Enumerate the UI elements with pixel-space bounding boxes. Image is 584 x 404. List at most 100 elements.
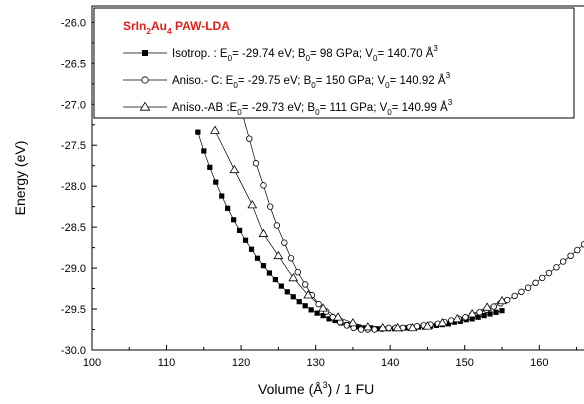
data-point-series-2 <box>574 246 581 254</box>
axis-ticks: 100 110 120 130 140 150 160 -30.0 -29.5 -29.0 -28.… <box>61 17 578 369</box>
legend-text-part: 0 <box>237 108 242 117</box>
legend-text-part: 0 <box>311 81 316 90</box>
data-point-series-1 <box>278 283 284 289</box>
legend-text-part: = 140.92 Å <box>390 74 446 87</box>
data-point-series-1 <box>195 129 201 135</box>
data-point-series-3 <box>273 250 284 260</box>
legend-text-part: Isotrop. : E <box>172 48 228 60</box>
data-point-series-2 <box>385 324 392 332</box>
legend-text-part: 3 <box>446 71 451 80</box>
x-tick-label: 100 <box>83 357 101 369</box>
data-point-series-3 <box>422 321 433 330</box>
data-point-series-3 <box>392 322 403 332</box>
legend-label-series-1: Isotrop. : E0= -29.74 eV; B0= 98 GPa; V0… <box>172 44 438 63</box>
y-tick-label: -27.0 <box>61 99 86 111</box>
fit-curve-series-3 <box>214 130 503 329</box>
data-point-series-3 <box>377 322 388 332</box>
data-point-series-1 <box>493 309 499 315</box>
legend-text-part: 3 <box>448 98 453 107</box>
data-points <box>195 108 584 333</box>
data-point-series-3 <box>210 125 220 134</box>
legend-text-part: Aniso.- C: E <box>172 75 234 87</box>
x-tick-label: 140 <box>381 357 399 369</box>
data-point-series-1 <box>320 313 326 319</box>
y-tick-label: -26.0 <box>61 17 86 29</box>
data-point-series-2 <box>567 252 574 260</box>
data-point-series-2 <box>476 309 483 316</box>
data-point-series-1 <box>326 316 332 322</box>
legend-box <box>93 7 575 119</box>
data-point-series-2 <box>260 182 267 189</box>
y-axis-title: Energy (eV) <box>12 141 28 216</box>
data-point-series-2 <box>281 239 288 246</box>
data-point-series-2 <box>553 264 560 271</box>
y-tick-label: -27.5 <box>61 140 86 152</box>
data-point-series-1 <box>314 310 320 316</box>
legend-text-part: 0 <box>373 54 378 63</box>
fit-curves <box>197 111 584 330</box>
data-point-series-3 <box>362 322 373 331</box>
legend-marker <box>142 50 148 56</box>
legend-text-part: 0 <box>387 108 392 117</box>
data-point-series-2 <box>357 326 365 333</box>
data-point-series-2 <box>315 300 322 308</box>
data-point-series-1 <box>266 270 273 276</box>
data-point-series-1 <box>487 311 493 317</box>
data-point-series-1 <box>225 205 231 211</box>
x-tick-label: 150 <box>456 357 474 369</box>
data-point-series-1 <box>290 294 296 300</box>
data-point-series-1 <box>201 148 207 154</box>
data-point-series-2 <box>371 326 378 333</box>
legend-label-series-3: Aniso.-AB :E0= -29.73 eV; B0= 111 GPa; V… <box>172 98 453 117</box>
data-point-series-2 <box>246 135 253 142</box>
data-point-series-2 <box>302 281 309 288</box>
data-point-series-1 <box>481 313 487 319</box>
data-point-series-2 <box>518 288 525 296</box>
data-point-series-1 <box>475 314 481 320</box>
legend-text-part: 3 <box>433 44 438 53</box>
data-point-series-1 <box>445 321 451 327</box>
data-point-series-2 <box>273 222 281 229</box>
data-point-series-2 <box>545 269 553 277</box>
legend-text-part: SrIn <box>123 19 146 33</box>
data-point-series-1 <box>231 217 237 223</box>
x-tick-label: 160 <box>530 357 548 369</box>
data-point-series-1 <box>296 299 302 305</box>
data-point-series-2 <box>490 303 497 310</box>
y-tick-label: -29.5 <box>61 304 86 316</box>
data-point-series-2 <box>266 203 274 210</box>
data-point-series-2 <box>559 258 567 265</box>
x-tick-label: 130 <box>306 357 324 369</box>
data-point-series-2 <box>294 268 301 276</box>
legend-text-part: = 140.70 Å <box>377 47 433 60</box>
x-tick-label: 120 <box>232 357 250 369</box>
y-tick-label: -29.0 <box>61 263 86 275</box>
legend-text-part: 0 <box>228 54 233 63</box>
data-point-series-2 <box>524 284 532 291</box>
data-point-series-2 <box>448 317 455 324</box>
data-point-series-1 <box>242 237 249 243</box>
data-point-series-3 <box>497 295 507 305</box>
legend-text-part: 0 <box>233 81 238 90</box>
legend-rows: Isotrop. : E0= -29.74 eV; B0= 98 GPa; V0… <box>123 44 453 117</box>
legend-text-part: = -29.75 eV; B <box>238 75 312 87</box>
data-point-series-3 <box>229 164 240 174</box>
data-point-series-3 <box>482 302 492 311</box>
data-point-series-3 <box>303 290 314 299</box>
data-point-series-1 <box>284 289 290 295</box>
legend-text-part: = 98 GPa; V <box>310 48 373 60</box>
data-point-series-1 <box>254 255 261 261</box>
x-axis-title-main: Volume (Å <box>258 381 323 397</box>
data-point-series-3 <box>437 317 448 327</box>
data-point-series-3 <box>333 312 343 321</box>
legend-text-part: = 111 GPa; V <box>320 102 388 114</box>
data-point-series-1 <box>308 307 314 313</box>
data-point-series-1 <box>260 263 267 269</box>
y-tick-label: -30.0 <box>61 345 86 357</box>
legend-text-part: 4 <box>167 26 172 36</box>
data-point-series-1 <box>469 316 475 322</box>
legend-text-part: = 150 GPa; V <box>316 75 386 87</box>
x-axis-title: Volume (Å3) / 1 FU <box>258 380 374 397</box>
data-point-series-3 <box>467 308 478 318</box>
legend-text-part: = -29.73 eV; B <box>242 102 316 114</box>
